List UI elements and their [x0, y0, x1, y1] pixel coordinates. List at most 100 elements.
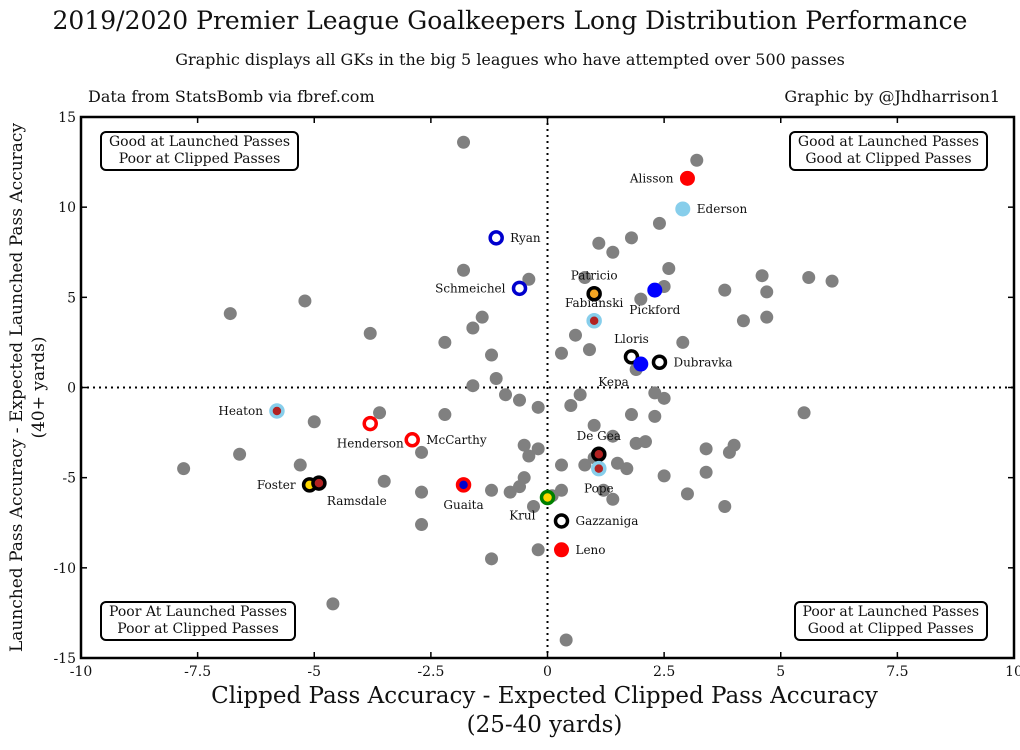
- goalkeeper-point: [554, 346, 568, 360]
- goalkeeper-name-label: Krul: [509, 509, 535, 523]
- goalkeeper-point: [760, 310, 774, 324]
- goalkeeper-point: [760, 285, 774, 299]
- goalkeeper-point: [475, 310, 489, 324]
- other-goalkeepers-points: [177, 135, 839, 647]
- highlighted-goalkeeper-point: [586, 313, 602, 329]
- quadrant-top-right-line-1: Good at Launched Passes: [797, 134, 979, 150]
- goalkeeper-point: [755, 269, 769, 283]
- goalkeeper-point: [657, 469, 671, 483]
- quadrant-box-bottom-left: Poor At Launched Passes Poor at Clipped …: [100, 601, 297, 641]
- goalkeeper-name-label: Ramsdale: [327, 494, 387, 508]
- y-tick-label: 5: [67, 290, 76, 306]
- y-tick-label: 15: [58, 110, 76, 126]
- highlighted-goalkeeper-point: [633, 356, 649, 372]
- goalkeeper-point: [499, 388, 513, 402]
- quadrant-bottom-left-line-2: Poor at Clipped Passes: [117, 621, 279, 637]
- goalkeeper-point: [554, 483, 568, 497]
- goalkeeper-point: [415, 445, 429, 459]
- x-tick-label: -5: [307, 664, 321, 680]
- goalkeeper-point: [233, 447, 247, 461]
- goalkeeper-point: [638, 435, 652, 449]
- highlighted-goalkeeper-point: [362, 415, 378, 432]
- goalkeeper-point: [522, 449, 536, 463]
- goalkeeper-point: [718, 283, 732, 297]
- goalkeeper-point: [457, 263, 471, 277]
- goalkeeper-point: [699, 442, 713, 456]
- goalkeeper-name-label: Guaita: [443, 498, 483, 512]
- goalkeeper-point: [489, 371, 503, 385]
- goalkeeper-point: [578, 270, 592, 284]
- goalkeeper-point: [438, 408, 452, 422]
- highlighted-goalkeeper-point: [647, 282, 663, 298]
- x-axis-label: Clipped Pass Accuracy - Expected Clipped…: [211, 683, 878, 709]
- goalkeeper-name-label: Henderson: [337, 437, 404, 451]
- goalkeeper-point: [415, 485, 429, 499]
- highlighted-goalkeeper-point: [311, 475, 327, 491]
- y-tick-label: 10: [58, 200, 76, 216]
- highlighted-goalkeeper-point: [488, 230, 504, 246]
- goalkeeper-point: [438, 335, 452, 349]
- goalkeeper-name-label: Fabianski: [565, 296, 623, 310]
- goalkeeper-point: [564, 399, 578, 413]
- goalkeeper-name-label: Schmeichel: [435, 281, 506, 295]
- graphic-credit: Graphic by @Jhdharrison1: [784, 87, 1000, 106]
- goalkeeper-name-label: Foster: [257, 478, 296, 492]
- goalkeeper-point: [531, 442, 545, 456]
- highlighted-goalkeeper-point: [591, 460, 607, 477]
- goalkeeper-point: [624, 231, 638, 245]
- goalkeeper-point: [727, 438, 741, 452]
- goalkeeper-name-label: Leno: [575, 543, 605, 557]
- goalkeeper-point: [298, 294, 312, 308]
- y-tick-label: -10: [53, 561, 76, 577]
- highlighted-goalkeeper-point: [539, 489, 556, 506]
- x-tick-label: -10: [70, 664, 93, 680]
- goalkeeper-point: [293, 458, 307, 472]
- highlighted-goalkeeper-point: [455, 477, 472, 493]
- goalkeeper-name-label: Alisson: [629, 171, 674, 185]
- goalkeeper-point: [307, 415, 321, 429]
- zero-lines: [81, 117, 1014, 658]
- highlighted-goalkeeper-point: [553, 542, 569, 558]
- goalkeeper-point: [177, 462, 191, 476]
- goalkeeper-name-label: Pickford: [629, 303, 680, 317]
- goalkeeper-point: [634, 292, 648, 306]
- goalkeeper-point: [606, 492, 620, 506]
- goalkeeper-point: [517, 438, 531, 452]
- goalkeeper-point: [568, 328, 582, 342]
- goalkeeper-point: [466, 379, 480, 393]
- goalkeeper-point: [582, 343, 596, 357]
- goalkeeper-point: [680, 487, 694, 501]
- chart-subtitle: Graphic displays all GKs in the big 5 le…: [175, 50, 845, 69]
- goalkeeper-point: [648, 409, 662, 423]
- goalkeeper-point: [223, 307, 237, 321]
- goalkeeper-point: [662, 261, 676, 275]
- goalkeeper-point: [620, 462, 634, 476]
- goalkeeper-point: [466, 321, 480, 335]
- y-tick-label: 0: [67, 381, 76, 397]
- goalkeeper-point: [718, 500, 732, 514]
- highlighted-goalkeeper-point: [269, 403, 285, 419]
- goalkeeper-point: [802, 270, 816, 284]
- x-tick-label: 7.5: [886, 664, 908, 680]
- goalkeeper-point: [624, 408, 638, 422]
- goalkeeper-point: [592, 236, 606, 250]
- highlighted-goalkeeper-point: [553, 513, 570, 529]
- goalkeeper-point: [531, 543, 545, 557]
- goalkeeper-point: [377, 474, 391, 488]
- goalkeeper-point: [513, 393, 527, 407]
- goalkeeper-point: [554, 458, 568, 472]
- quadrant-top-left-line-1: Good at Launched Passes: [109, 134, 291, 150]
- y-tick-label: -5: [62, 471, 76, 487]
- data-source-note: Data from StatsBomb via fbref.com: [88, 87, 375, 106]
- goalkeeper-name-label: Patricio: [571, 269, 618, 283]
- x-tick-label: -7.5: [184, 664, 211, 680]
- goalkeeper-name-label: Lloris: [614, 332, 649, 346]
- goalkeeper-name-label: Gazzaniga: [575, 514, 638, 528]
- goalkeeper-point: [326, 597, 340, 611]
- x-tick-label: 10: [1005, 664, 1020, 680]
- x-axis-label-unit: (25-40 yards): [467, 712, 623, 738]
- goalkeeper-name-label: McCarthy: [426, 433, 487, 447]
- highlighted-goalkeeper-point: [675, 201, 691, 217]
- quadrant-box-top-left: Good at Launched Passes Poor at Clipped …: [100, 131, 300, 171]
